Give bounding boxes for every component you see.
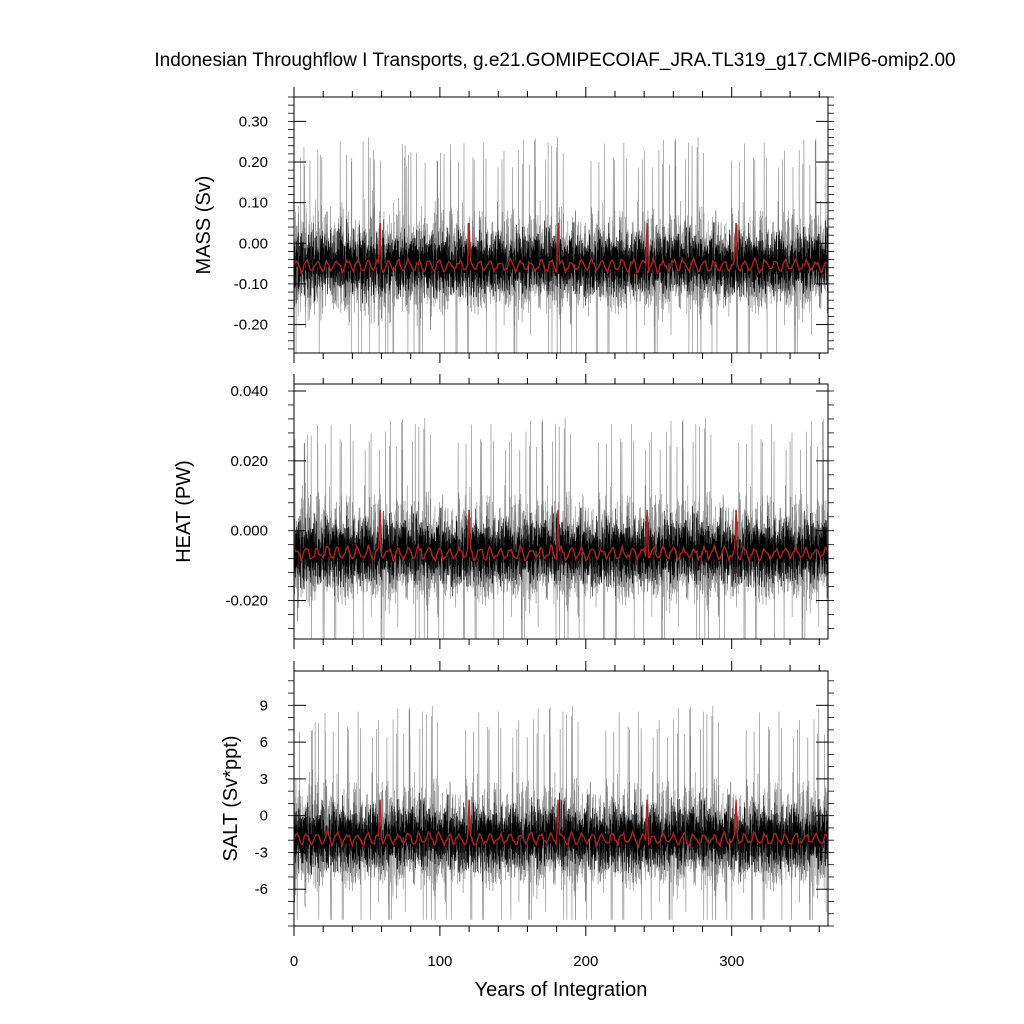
- y-tick-label: 0.30: [239, 113, 268, 130]
- x-tick-label: 0: [290, 953, 298, 970]
- series-monthly: [294, 418, 828, 639]
- annual-mean-line: [294, 799, 828, 849]
- y-tick-label: -0.20: [234, 317, 268, 334]
- y-tick-label: 0.000: [230, 523, 268, 540]
- y-axis-label: HEAT (PW): [173, 460, 195, 563]
- monthly-line-dark: [294, 219, 828, 306]
- y-tick-label: 3: [260, 771, 268, 788]
- x-tick-label: 300: [719, 953, 744, 970]
- plot-frame: [293, 383, 829, 640]
- annual-mean-line: [294, 222, 828, 276]
- series-monthly: [294, 137, 828, 353]
- y-tick-label: 0.040: [230, 383, 268, 400]
- x-axis-label: Years of Integration: [475, 979, 648, 1001]
- panel-2: 0.040 0.020 0.000 -0.020 HEAT (PW): [173, 374, 834, 649]
- x-tick-label: 100: [427, 953, 452, 970]
- y-tick-label: -3: [255, 844, 268, 861]
- y-tick-label: 0.020: [230, 453, 268, 470]
- y-tick-label: 0: [260, 808, 268, 825]
- y-tick-label: 6: [260, 734, 268, 751]
- y-tick-label: 0.10: [239, 195, 268, 212]
- panel-1: 0.30 0.20 0.10 0.00 -0.10 -0.20 MASS (Sv): [193, 87, 834, 363]
- y-tick-label: -0.020: [225, 593, 268, 610]
- chart-title: Indonesian Throughflow I Transports, g.e…: [154, 50, 955, 71]
- y-tick-label: -0.10: [234, 276, 268, 293]
- y-axis-label: SALT (Sv*ppt): [220, 736, 242, 862]
- panels: 0.30 0.20 0.10 0.00 -0.10 -0.20 MASS (Sv) 0.040…: [173, 87, 834, 970]
- y-tick-label: 0.00: [239, 235, 268, 252]
- y-tick-label: 9: [260, 697, 268, 714]
- x-tick-label: 200: [573, 953, 598, 970]
- y-tick-label: 0.20: [239, 154, 268, 171]
- plot-frame: [293, 96, 829, 354]
- plot-frame: [293, 670, 829, 927]
- panel-3: 9 6 3 0 -3 -6 0 100 200 300 SALT (Sv*ppt): [220, 661, 834, 970]
- y-tick-label: -6: [255, 881, 268, 898]
- annual-mean-line: [294, 509, 828, 564]
- series-monthly: [294, 705, 828, 921]
- y-axis-label: MASS (Sv): [193, 176, 215, 275]
